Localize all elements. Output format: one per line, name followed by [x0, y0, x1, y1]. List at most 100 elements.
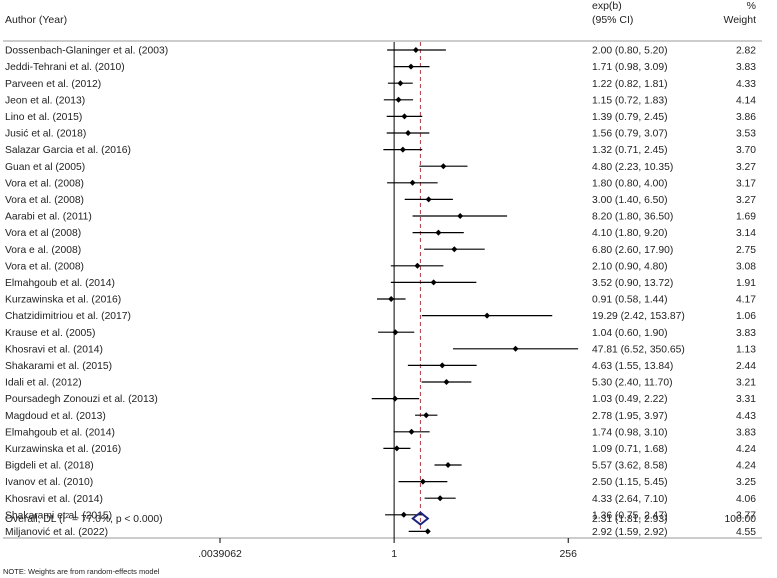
study-weight: 3.53: [736, 129, 756, 140]
study-row: Lino et al. (2015) 1.39 (0.79, 2.45) 3.86: [5, 112, 756, 123]
x-tick-label-1: 1: [391, 548, 397, 560]
study-point-marker: [440, 163, 447, 170]
study-weight: 4.24: [736, 461, 756, 472]
study-weight: 3.83: [736, 427, 756, 438]
study-row: Kurzawinska et al. (2016) 1.09 (0.71, 1.6…: [5, 444, 756, 455]
x-axis-ticks: .0039062 1 256: [198, 538, 577, 560]
study-row: Elmahgoub et al. (2014) 3.52 (0.90, 13.72…: [5, 278, 756, 289]
study-ci-text: 47.81 (6.52, 350.65): [592, 344, 685, 355]
study-weight: 3.21: [736, 378, 756, 389]
study-point-marker: [484, 312, 491, 319]
study-row: Vora et al (2008) 4.10 (1.80, 9.20) 3.14: [5, 228, 756, 239]
study-row: Khosravi et al. (2014) 47.81 (6.52, 350.6…: [5, 344, 756, 355]
study-weight: 1.69: [736, 212, 756, 223]
overall-label-prefix: Overall, DL (I: [5, 514, 65, 525]
study-label: Guan et al (2005): [5, 162, 85, 173]
study-row: Aarabi et al. (2011) 8.20 (1.80, 36.50) 1.…: [5, 212, 756, 223]
study-label: Kurzawinska et al. (2016): [5, 444, 121, 455]
study-ci-text: 2.00 (0.80, 5.20): [592, 46, 668, 57]
study-row: Vora et al. (2008) 1.80 (0.80, 4.00) 3.17: [5, 178, 756, 189]
study-ci-text: 1.36 (0.75, 2.47): [592, 510, 668, 521]
study-label: Shakarami et al. (2015): [5, 361, 112, 372]
study-weight: 3.14: [736, 228, 756, 239]
study-ci-text: 4.80 (2.23, 10.35): [592, 162, 673, 173]
study-row: Dossenbach-Glaninger et al. (2003) 2.00 (…: [5, 46, 756, 57]
study-label: Parveen et al. (2012): [5, 79, 101, 90]
study-ci-text: 1.71 (0.98, 3.09): [592, 62, 668, 73]
study-point-marker: [451, 246, 458, 253]
study-point-marker: [435, 229, 442, 236]
study-label: Bigdeli et al. (2018): [5, 461, 94, 472]
study-row: Idali et al. (2012) 5.30 (2.40, 11.70) 3.2…: [5, 378, 756, 389]
study-weight: 3.08: [736, 261, 756, 272]
study-weight: 4.17: [736, 295, 756, 306]
header-effect-line2: (95% CI): [592, 14, 633, 26]
study-ci-text: 1.80 (0.80, 4.00): [592, 178, 668, 189]
study-weight: 2.44: [736, 361, 756, 372]
study-point-marker: [430, 279, 437, 286]
study-point-marker: [397, 80, 404, 87]
study-ci-text: 1.39 (0.79, 2.45): [592, 112, 668, 123]
study-ci-text: 3.52 (0.90, 13.72): [592, 278, 673, 289]
study-label: Vora et al (2008): [5, 228, 81, 239]
study-ci-text: 2.10 (0.90, 4.80): [592, 261, 668, 272]
study-label: Krause et al. (2005): [5, 328, 95, 339]
study-row: Magdoud et al. (2013) 2.78 (1.95, 3.97) 4.…: [5, 411, 756, 422]
study-weight: 3.27: [736, 162, 756, 173]
study-point-marker: [445, 462, 452, 468]
study-ci-text: 5.57 (3.62, 8.58): [592, 461, 668, 472]
overall-label-sup: 2: [65, 513, 69, 520]
study-weight: 3.31: [736, 394, 756, 405]
study-ci-text: 5.30 (2.40, 11.70): [592, 378, 673, 389]
study-point-marker: [399, 146, 406, 153]
study-ci-text: 2.50 (1.15, 5.45): [592, 477, 668, 488]
study-weight: 3.25: [736, 477, 756, 488]
study-row: Vora e al. (2008) 6.80 (2.60, 17.90) 2.75: [5, 245, 756, 256]
study-ci-text: 8.20 (1.80, 36.50): [592, 212, 673, 223]
study-label: Jeddi-Tehrani et al. (2010): [5, 62, 125, 73]
study-point-marker: [408, 428, 415, 435]
study-point-marker: [425, 196, 432, 203]
study-row: Khosravi et al. (2014) 4.33 (2.64, 7.10) 4…: [5, 494, 756, 505]
study-point-marker: [419, 478, 426, 485]
study-weight: 3.17: [736, 178, 756, 189]
study-ci-text: 1.56 (0.79, 3.07): [592, 129, 668, 140]
study-weight: 4.55: [736, 527, 756, 538]
study-point-marker: [392, 395, 399, 402]
footnote: NOTE: Weights are from random-effects mo…: [3, 567, 160, 576]
study-weight: 3.83: [736, 62, 756, 73]
study-ci-text: 1.15 (0.72, 1.83): [592, 95, 668, 106]
overall-label: Overall, DL (I2 = 77.0%, p < 0.000): [5, 513, 163, 525]
study-weight: 4.06: [736, 494, 756, 505]
overall-label-suffix: = 77.0%, p < 0.000): [69, 514, 162, 525]
x-tick-label-2: 256: [559, 548, 577, 560]
overall-weight: 100.00: [725, 514, 757, 525]
study-point-marker: [439, 362, 446, 369]
study-ci-text: 4.10 (1.80, 9.20): [592, 228, 668, 239]
study-point-marker: [400, 511, 407, 518]
study-point-marker: [392, 329, 399, 336]
study-point-marker: [388, 296, 395, 302]
header-effect-line1: exp(b): [592, 0, 622, 12]
study-row: Poursadegh Zonouzi et al. (2013) 1.03 (0.…: [5, 394, 756, 405]
header-weight-line2: Weight: [724, 14, 757, 26]
study-weight: 4.14: [736, 95, 756, 106]
study-point-marker: [393, 445, 400, 452]
overall-ci-text: 2.31 (1.81, 2.93): [592, 514, 668, 525]
x-tick-label-0: .0039062: [198, 548, 242, 560]
study-row: Guan et al (2005) 4.80 (2.23, 10.35) 3.27: [5, 162, 756, 173]
study-weight: 1.13: [736, 344, 756, 355]
study-weight: 4.24: [736, 444, 756, 455]
study-point-marker: [424, 528, 431, 535]
study-ci-text: 4.63 (1.55, 13.84): [592, 361, 673, 372]
study-row: Ivanov et al. (2010) 2.50 (1.15, 5.45) 3.2…: [5, 477, 756, 488]
overall-row: Overall, DL (I2 = 77.0%, p < 0.000) 2.31…: [5, 511, 757, 526]
study-row: Kurzawinska et al. (2016) 0.91 (0.58, 1.4…: [5, 295, 756, 306]
study-ci-text: 1.09 (0.71, 1.68): [592, 444, 668, 455]
study-row: Chatzidimitriou et al. (2017) 19.29 (2.42…: [5, 311, 756, 322]
study-label: Vora et al. (2008): [5, 195, 84, 206]
study-ci-text: 6.80 (2.60, 17.90): [592, 245, 673, 256]
overall-diamond: [411, 511, 430, 526]
study-label: Elmahgoub et al. (2014): [5, 278, 115, 289]
